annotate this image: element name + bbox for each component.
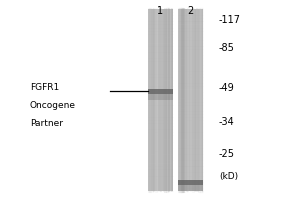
Text: -85: -85 [219,43,235,53]
Text: -49: -49 [219,83,235,93]
Bar [178,184,203,190]
Text: (kD): (kD) [219,171,238,180]
Text: -34: -34 [219,117,235,127]
Text: -25: -25 [219,149,235,159]
Bar [178,180,203,184]
Text: Oncogene: Oncogene [30,100,76,110]
Bar [178,9,203,191]
Text: Partner: Partner [30,118,63,128]
Text: FGFR1: FGFR1 [30,82,59,92]
Bar [148,88,173,94]
Text: 2: 2 [188,6,194,16]
Text: -117: -117 [219,15,241,25]
Bar [148,9,173,191]
Bar [148,94,173,99]
Text: 1: 1 [158,6,164,16]
